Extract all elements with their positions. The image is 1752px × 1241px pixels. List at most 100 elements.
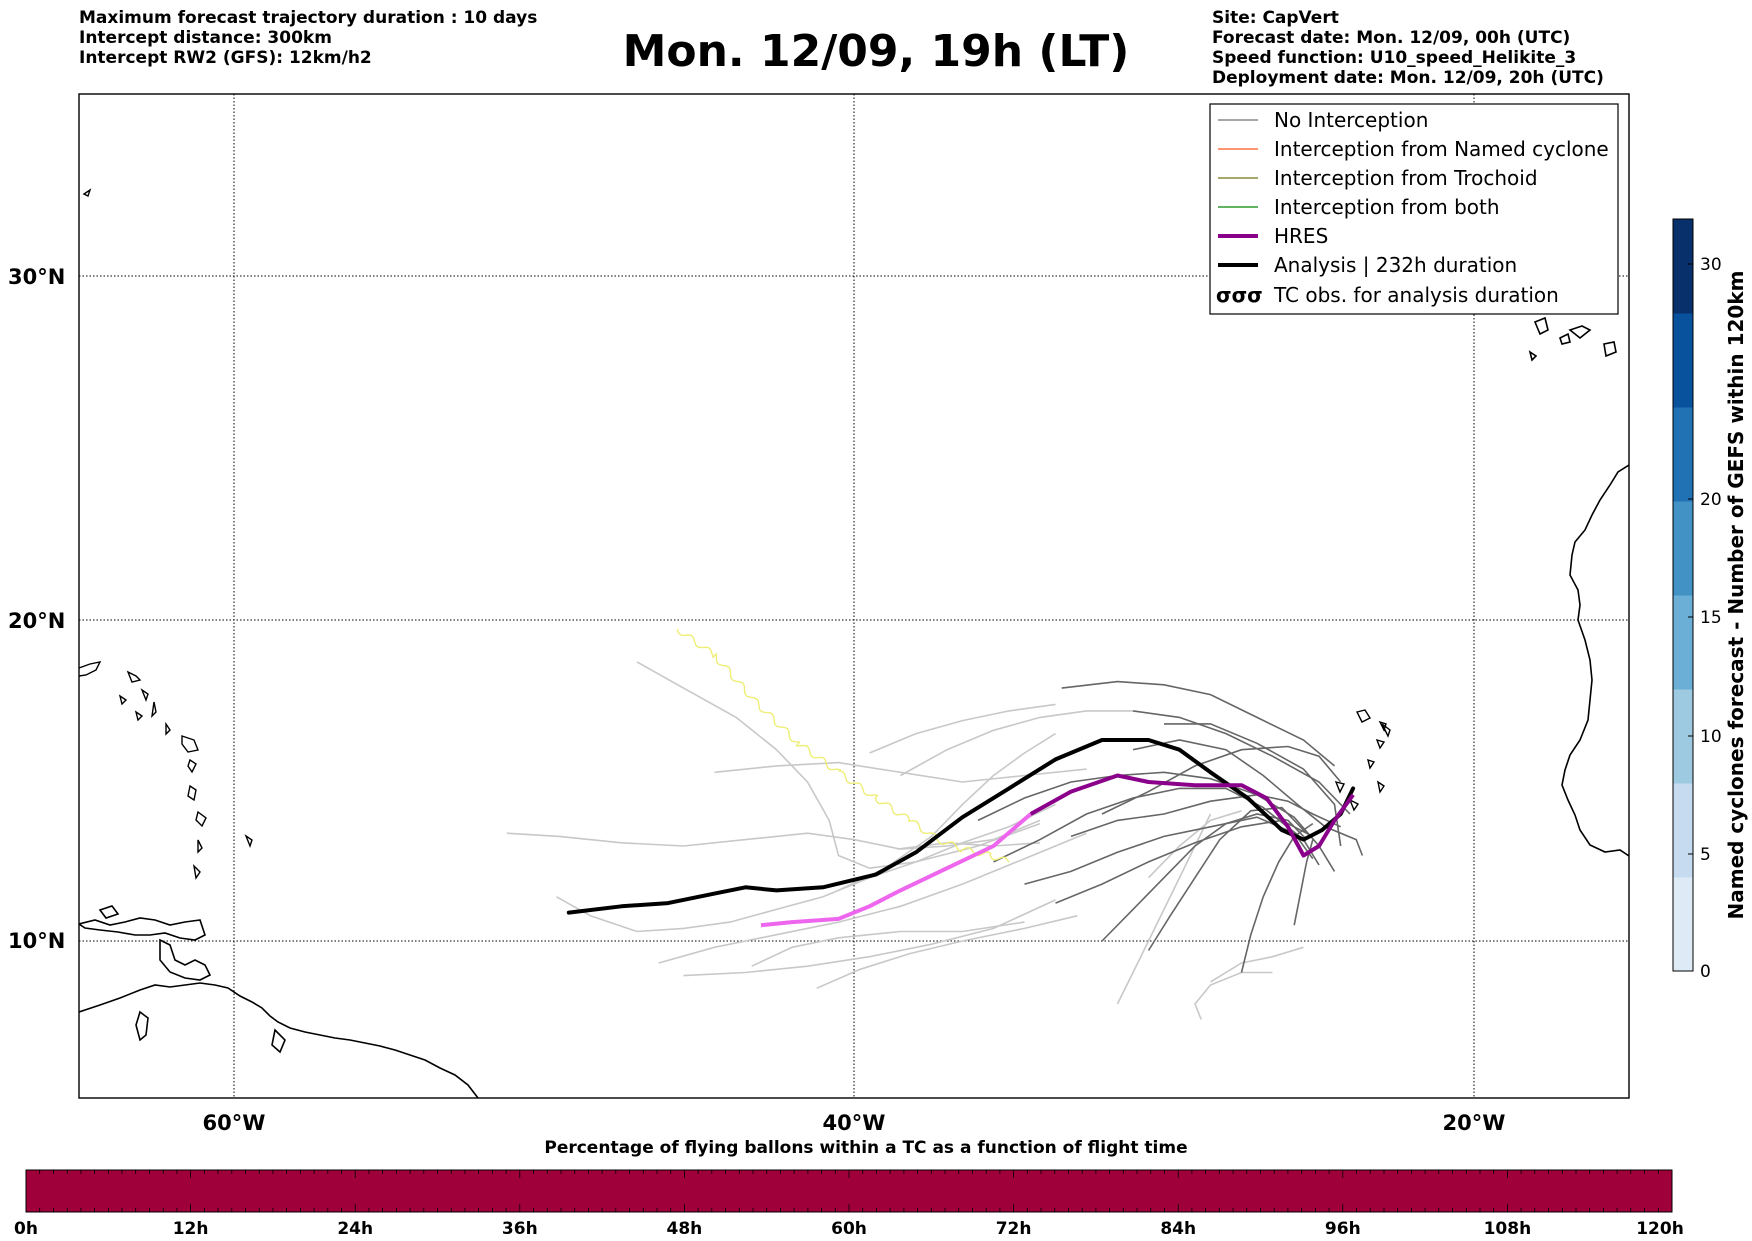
coastline-virgin-islands (79, 661, 102, 677)
trajectory-dark-12 (1132, 739, 1364, 856)
colorbar-bottom: Percentage of flying ballons within a TC… (14, 1138, 1684, 1239)
cbar-right-label-20: 20 (1700, 490, 1722, 510)
deployment-date-text: Deployment date: Mon. 12/09, 20h (UTC) (1212, 68, 1604, 88)
trajectory-dark-2 (1164, 723, 1342, 847)
cbar-right-label-5: 5 (1700, 845, 1711, 865)
hres-track-early (760, 812, 1033, 928)
cbar-right-label-0: 0 (1700, 962, 1711, 982)
cbar-bottom-label-120h: 120h (1636, 1219, 1684, 1239)
cbar-right-segment-2 (1673, 689, 1693, 784)
cbar-bottom-label-24h: 24h (337, 1219, 373, 1239)
trajectory-dark-0 (1061, 680, 1336, 767)
trajectory-light-14 (1210, 946, 1304, 983)
trajectory-light-0 (556, 803, 1056, 933)
trajectory-light-13 (1194, 971, 1273, 1020)
cbar-right-label-15: 15 (1700, 608, 1722, 628)
speed-function-text: Speed function: U10_speed_Helikite_3 (1212, 48, 1577, 68)
coastline-island-a (271, 1028, 286, 1054)
island-santo-antao (1355, 709, 1372, 723)
max-duration-text: Maximum forecast trajectory duration : 1… (79, 8, 538, 28)
legend-label-analysis: Analysis | 232h duration (1274, 253, 1517, 277)
island-santiago (1348, 798, 1360, 812)
trajectory-light-15 (1147, 810, 1242, 879)
trajectory-dark-13 (1070, 793, 1342, 838)
cbar-right-segment-6 (1673, 313, 1693, 408)
colorbar-right-segments (1673, 219, 1693, 972)
island-montserrat (134, 710, 144, 722)
island-grenada (192, 863, 201, 880)
trajectory-light-6 (751, 921, 1025, 967)
cbar-right-label-30: 30 (1700, 255, 1722, 275)
map-frame (78, 93, 1630, 1099)
island-fogo (1334, 780, 1346, 794)
island-sao-nicolau (1375, 738, 1386, 750)
site-text: Site: CapVert (1212, 8, 1339, 28)
coastline-greater-antilles (79, 917, 206, 941)
cbar-bottom-label-108h: 108h (1484, 1219, 1532, 1239)
island-martinique (187, 784, 197, 802)
map-legend: No Interception Interception from Named … (1209, 103, 1619, 315)
legend-label-named-cyclone: Interception from Named cyclone (1274, 137, 1609, 161)
legend-label-no-interception: No Interception (1274, 108, 1428, 132)
lat-label-30n: 30°N (8, 265, 65, 289)
legend-label-hres: HRES (1274, 224, 1328, 248)
header-left-info: Maximum forecast trajectory duration : 1… (79, 8, 537, 68)
island-guadeloupe (181, 735, 199, 753)
trochoid-track (676, 628, 1010, 863)
intercept-distance-text: Intercept distance: 300km (79, 28, 332, 48)
intercept-rw2-text: Intercept RW2 (GFS): 12km/h2 (79, 48, 372, 68)
cbar-right-segment-3 (1673, 595, 1693, 690)
island-st-vincent (197, 839, 203, 854)
lat-label-20n: 20°N (8, 609, 65, 633)
cbar-bottom-label-12h: 12h (173, 1219, 209, 1239)
trajectory-dark-9 (1240, 822, 1314, 973)
lat-label-10n: 10°N (8, 929, 65, 953)
cbar-bottom-label-72h: 72h (996, 1219, 1032, 1239)
island-dominica (187, 758, 197, 774)
island-nevis (165, 721, 171, 736)
tc-obs-symbol-icon: σσσ (1216, 283, 1263, 307)
coastline-lesser-antilles (79, 188, 253, 880)
coastline-trinidad (159, 938, 212, 981)
island-gran-canaria (1559, 332, 1571, 345)
header-right-info: Site: CapVert Forecast date: Mon. 12/09,… (1212, 8, 1604, 88)
trajectory-light-3 (714, 761, 1087, 783)
trajectory-light-9 (900, 710, 1133, 777)
island-maio (1376, 780, 1385, 794)
legend-label-trochoid: Interception from Trochoid (1274, 166, 1538, 190)
colorbar-bottom-title: Percentage of flying ballons within a TC… (544, 1138, 1187, 1158)
island-boa-vista (1367, 758, 1376, 770)
cbar-right-segment-5 (1673, 407, 1693, 502)
island-saba (118, 694, 128, 706)
island-antigua (140, 688, 149, 703)
cbar-bottom-label-96h: 96h (1325, 1219, 1361, 1239)
cbar-bottom-label-48h: 48h (667, 1219, 703, 1239)
cbar-bottom-label-36h: 36h (502, 1219, 538, 1239)
lon-label-40w: 40°W (823, 1111, 886, 1135)
lon-label-20w: 20°W (1443, 1111, 1506, 1135)
island-fuerteventura (1568, 325, 1592, 340)
trajectory-dark-3 (977, 771, 1336, 872)
cbar-right-segment-0 (1673, 877, 1693, 972)
colorbar-right: 0 5 10 15 20 30 Named cyclones forecast … (1672, 218, 1748, 982)
trajectory-light-5 (683, 899, 1056, 977)
cbar-right-segment-1 (1673, 783, 1693, 878)
cbar-bottom-label-0h: 0h (14, 1219, 38, 1239)
island-lanzarote (1533, 316, 1549, 336)
island-barbados (244, 834, 253, 849)
trajectory-light-4 (658, 832, 1087, 964)
coastline-south-america (79, 905, 479, 1098)
island-anguilla (126, 670, 142, 683)
island-bermuda (82, 188, 92, 197)
hres-track-late (1029, 773, 1355, 858)
trajectory-dark-1 (1132, 710, 1351, 815)
trajectory-dark-11 (1101, 745, 1342, 815)
forecast-date-text: Forecast date: Mon. 12/09, 00h (UTC) (1212, 28, 1571, 48)
island-la-palma (1528, 350, 1538, 362)
legend-box (1209, 103, 1619, 315)
lon-label-60w: 60°W (203, 1111, 266, 1135)
island-st-lucia (195, 810, 207, 828)
colorbar-right-label: Named cyclones forecast - Number of GEFS… (1724, 271, 1748, 920)
trajectory-light-7 (816, 915, 1078, 989)
